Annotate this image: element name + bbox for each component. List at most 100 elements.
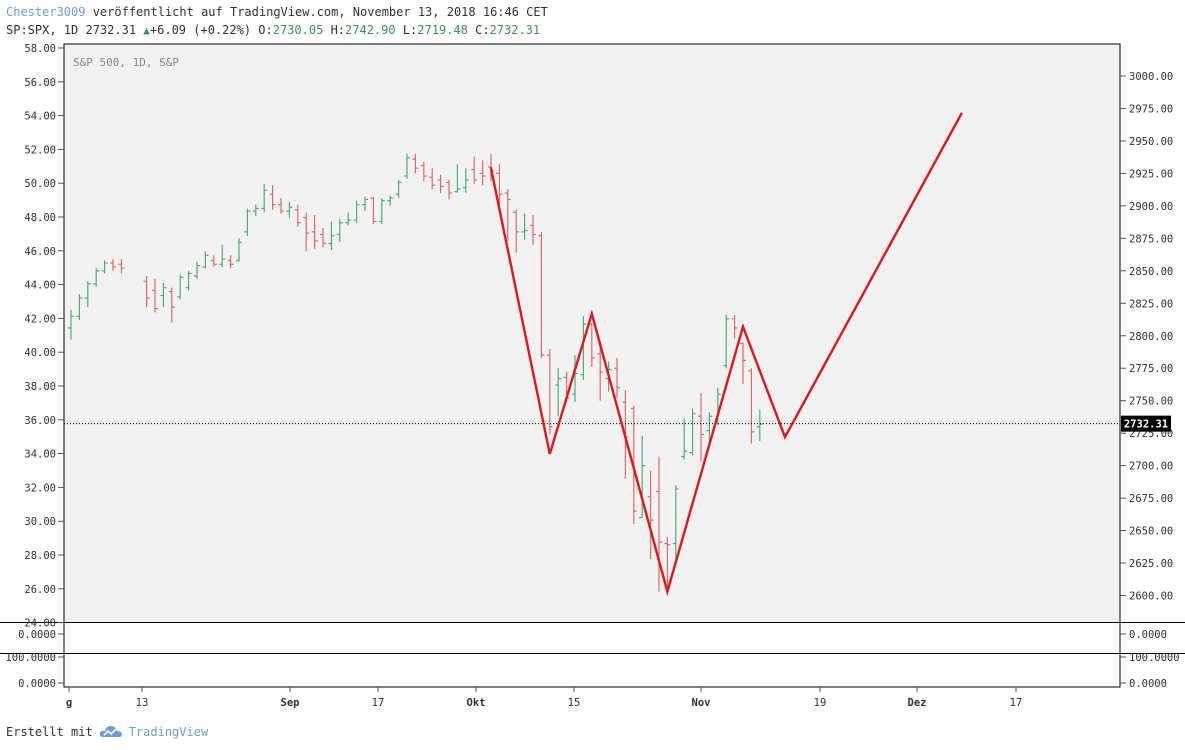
ohlc-bar (656, 456, 662, 592)
ohlc-bar (294, 204, 301, 227)
ohlc-bar (236, 238, 242, 262)
header-line-1: Chester3009 veröffentlicht auf TradingVi… (6, 5, 548, 19)
left-tick-label: 48.00 (24, 212, 56, 224)
ohlc-bar (185, 270, 192, 291)
right-tick-label: 3000.00 (1129, 71, 1173, 83)
ohlc-bar (378, 198, 385, 225)
ohlc-bar (143, 276, 150, 308)
pane2-background (64, 654, 1120, 687)
right-tick-label: 2925.00 (1129, 168, 1173, 180)
right-tick-label: 2600.00 (1129, 591, 1173, 603)
right-tick-label: 2825.00 (1129, 298, 1173, 310)
tradingview-link[interactable]: TradingView (99, 725, 208, 739)
ohlc-bar (370, 196, 377, 225)
left-tick-label: 46.00 (24, 246, 56, 258)
ohlc-bar (110, 259, 116, 271)
left-tick-label: 28.00 (24, 550, 56, 562)
ohlc-bar (219, 244, 226, 267)
left-tick-label: 24.00 (24, 618, 56, 630)
pane1-background (64, 623, 1120, 653)
ohlc-bar (244, 208, 251, 236)
last-price-label-bg (1121, 415, 1171, 432)
left-tick-label: 50.00 (24, 178, 56, 190)
ohlc-bar (387, 195, 394, 206)
x-tick-label: g (66, 697, 72, 709)
right-tick-label: 2625.00 (1129, 558, 1173, 570)
ohlc-bar (328, 221, 335, 251)
last-price-line: 2732.31 (64, 415, 1171, 432)
chart-frame (63, 43, 1121, 688)
ohlc-bar (446, 179, 452, 200)
symbol-info: SP:SPX, 1D 2732.31 (6, 23, 137, 37)
last-price-label: 2732.31 (1124, 419, 1168, 431)
pattern-line (489, 112, 963, 597)
ohlc-bar (227, 255, 234, 269)
ohlc-bar (513, 209, 520, 253)
x-tick-label: Nov (692, 697, 711, 709)
ohlc-bar (395, 179, 402, 199)
author-link[interactable]: Chester3009 (6, 5, 86, 19)
right-tick-label: 2875.00 (1129, 233, 1173, 245)
low-value: 2719.48 (417, 23, 468, 37)
tradingview-cloud-icon (99, 726, 122, 737)
ohlc-bar (261, 183, 268, 213)
ohlc-bar (521, 213, 528, 240)
ohlc-bar (210, 255, 217, 267)
left-tick-label: 38.00 (24, 381, 56, 393)
ohlc-bar (504, 188, 511, 241)
left-axis: 58.00 56.00 54.00 52.00 50.00 48.00 46.00 44.00… (24, 43, 64, 630)
left-tick-label: 52.00 (24, 144, 56, 156)
left-tick-label: 58.00 (24, 43, 56, 55)
pane-right-label: 100.0000 (1129, 652, 1180, 664)
header-line-2: SP:SPX, 1D 2732.31 ▲+6.09 (+0.22%) O:273… (6, 23, 540, 37)
created-with-text: Erstellt mit (6, 725, 93, 739)
high-value: 2742.90 (345, 23, 396, 37)
ohlc-bar (681, 418, 688, 460)
x-tick-label: 17 (1010, 697, 1023, 709)
ohlc-bar (538, 231, 545, 358)
open-value: 2730.05 (272, 23, 324, 37)
ohlc-bar (177, 274, 184, 300)
chart-title: S&P 500, 1D, S&P (73, 56, 179, 69)
ohlc-bar (723, 314, 730, 369)
ohlc-bar (68, 309, 74, 340)
ohlc-bar (672, 485, 679, 564)
ohlc-bar (639, 435, 646, 519)
ohlc-bar (118, 259, 125, 274)
ohlc-bar (614, 357, 620, 399)
ohlc-bar (353, 200, 360, 223)
x-tick-label: Okt (467, 697, 486, 709)
right-tick-label: 2850.00 (1129, 266, 1173, 278)
ohlc-bar (303, 212, 310, 252)
ohlc-bar (252, 204, 259, 217)
ohlc-bar (194, 261, 200, 279)
ohlc-bar (429, 168, 436, 189)
ohlc-bar (93, 268, 100, 287)
ohlc-bar (689, 408, 696, 456)
ohlc-bar (311, 214, 318, 249)
ohlc-bar (76, 294, 83, 321)
ohlc-bar (101, 260, 108, 274)
ohlc-bar (572, 355, 578, 402)
x-tick-label: 19 (814, 697, 827, 709)
left-tick-label: 26.00 (24, 584, 56, 596)
ohlc-bar (412, 153, 419, 174)
ohlc-bar (437, 174, 444, 193)
right-tick-label: 2950.00 (1129, 136, 1173, 148)
pane-left-label: 100.0000 (5, 652, 56, 664)
ohlc-bar (152, 278, 158, 313)
ohlc-bar (546, 348, 553, 435)
close-label: C: (475, 23, 490, 37)
right-tick-label: 2975.00 (1129, 103, 1173, 115)
left-tick-label: 42.00 (24, 313, 56, 325)
ohlc-bar (362, 196, 368, 212)
x-tick-label: Sep (281, 697, 300, 709)
left-tick-label: 32.00 (24, 482, 56, 494)
ohlc-bar (555, 368, 562, 417)
left-tick-label: 56.00 (24, 77, 56, 89)
pane-borders (0, 43, 1185, 688)
ohlc-bar (479, 160, 486, 186)
ohlc-bar (597, 340, 604, 401)
open-label: O: (258, 23, 273, 37)
